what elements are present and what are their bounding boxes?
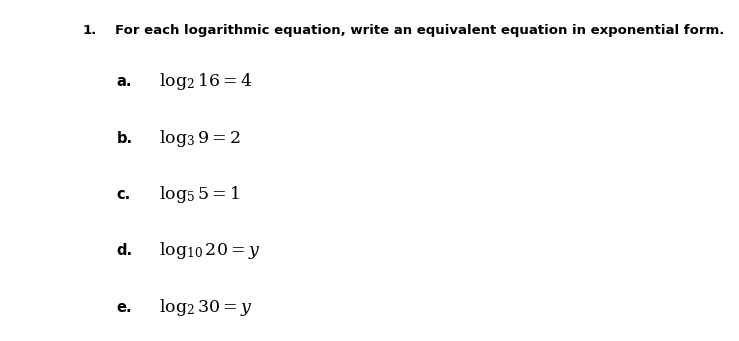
Text: c.: c. — [117, 187, 131, 202]
Text: a.: a. — [117, 74, 132, 89]
Text: e.: e. — [117, 300, 132, 315]
Text: $\log_5 5 = 1$: $\log_5 5 = 1$ — [159, 184, 240, 205]
Text: For each logarithmic equation, write an equivalent equation in exponential form.: For each logarithmic equation, write an … — [115, 24, 724, 37]
Text: b.: b. — [117, 131, 133, 146]
Text: d.: d. — [117, 243, 133, 258]
Text: $\log_3 9 = 2$: $\log_3 9 = 2$ — [159, 128, 241, 149]
Text: $\log_2 30 = y$: $\log_2 30 = y$ — [159, 297, 253, 318]
Text: $\log_2 16 = 4$: $\log_2 16 = 4$ — [159, 71, 253, 92]
Text: $\log_{10} 20 = y$: $\log_{10} 20 = y$ — [159, 240, 260, 261]
Text: 1.: 1. — [83, 24, 97, 37]
